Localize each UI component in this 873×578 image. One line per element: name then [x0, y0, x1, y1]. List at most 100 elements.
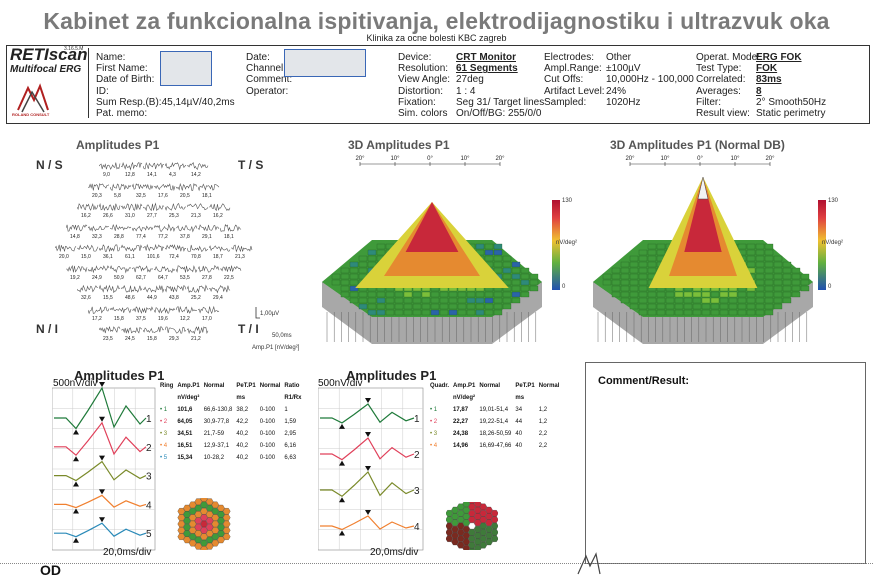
trace-number: 1: [414, 414, 420, 425]
degree-tick-label: 20°: [625, 156, 635, 162]
trace-cell: [209, 284, 231, 294]
trace-amplitude-label: 14,2: [191, 172, 201, 178]
table-cell: 34: [515, 407, 523, 413]
hex-segment: [200, 501, 208, 509]
hex-segment: [485, 538, 493, 546]
trace-amplitude-label: 18,1: [224, 233, 234, 240]
hex-segment: [194, 542, 203, 550]
table-subheader: nV/deg²: [453, 395, 476, 401]
quad-ylabel: 500nV/div: [318, 378, 363, 389]
hex-segment: [177, 520, 186, 528]
table-cell: 34,51: [177, 431, 193, 437]
trace-number: 2: [414, 450, 420, 461]
table-cell: 44: [515, 419, 523, 425]
trace-amplitude-label: 15,8: [114, 315, 124, 322]
correlated-value: 83ms: [756, 74, 782, 86]
table-cell: 21,7-59: [203, 431, 225, 437]
table-cell: 40,2: [236, 431, 249, 437]
table-cell: 1,59: [284, 419, 297, 425]
table-cell: 6,16: [284, 443, 297, 449]
degree-axis: 20° 10° 0° 10° 20°: [625, 156, 775, 166]
table-cell: 10-28,2: [203, 455, 225, 461]
trace-amplitude-label: 62,7: [136, 274, 146, 281]
hex-segment: [188, 501, 197, 509]
table-cell: 1: [284, 407, 288, 413]
trace-cell: [154, 182, 176, 191]
trace-number: 5: [146, 529, 152, 540]
table-cell: 19,01-51,4: [479, 407, 509, 413]
ring-trace: [320, 515, 415, 531]
brand-version: 3.16.5.M: [64, 46, 84, 52]
distortion-label: Distortion:: [398, 85, 444, 97]
view-angle-value: 27deg: [456, 74, 484, 86]
table-subheader: R1/Rx: [284, 395, 302, 401]
rings-table: Ring Amp.P1 Normal PeT.P1 Normal Ratio nV/deg²…: [158, 380, 303, 464]
trace-amplitude-label: 26,6: [103, 213, 113, 219]
hex-segment: [205, 517, 214, 525]
trace-amplitude-label: 27,7: [147, 213, 157, 219]
trace-amplitude-label: 24,5: [125, 336, 135, 342]
hex-segment: [211, 533, 220, 540]
trace-amplitude-label: 15,0: [81, 254, 91, 260]
device-label: Device:: [398, 52, 432, 63]
table-subheader: [477, 392, 513, 404]
trace-amplitude-label: 19,6: [158, 315, 168, 322]
rings-xlabel: 20,0ms/div: [103, 547, 152, 558]
result-view-label: Result view:: [696, 108, 750, 120]
cut-offs-label: Cut Offs:: [544, 74, 584, 86]
sampled-value: 1020Hz: [606, 96, 641, 108]
surface2-scale-max: 130: [828, 198, 839, 204]
hex-segment: [473, 519, 482, 527]
table-row: • 2 22,27 19,22-51,4 44 1,2: [428, 416, 561, 428]
trace-amplitude-label: 25,3: [169, 213, 179, 219]
patient-dob-label: Date of Birth:: [96, 74, 155, 86]
trace-amplitude-label: 31,0: [125, 213, 135, 219]
table-cell: 66,6-130,8: [203, 407, 233, 413]
trace-cell: [66, 223, 88, 232]
trace-amplitude-label: 36,1: [103, 254, 113, 260]
table-header: Normal: [203, 383, 225, 389]
trace-amplitude-label: 101,6: [147, 254, 160, 260]
table-cell: 38,2: [236, 407, 249, 413]
hex-segment: [451, 538, 459, 546]
degree-tick-label: 10°: [460, 156, 470, 162]
patient-firstname-label: First Name:: [96, 63, 148, 75]
hex-segment: [451, 506, 459, 514]
degree-tick-label: 20°: [495, 156, 505, 162]
hex-segment: [485, 519, 493, 527]
trace-number: 3: [146, 472, 152, 483]
table-header: Ratio: [284, 383, 300, 389]
trace-cell: [99, 244, 121, 252]
comment-box[interactable]: [585, 362, 866, 564]
trace-amplitude-label: 17,6: [158, 192, 168, 199]
hex-segment: [217, 536, 225, 544]
hex-segment: [473, 544, 482, 550]
trace-cell: [165, 326, 187, 334]
table-subheader: [537, 392, 562, 404]
corner-ni: N / I: [36, 322, 59, 336]
table-subheader: [428, 392, 451, 404]
surface-peak-top: [405, 202, 459, 252]
table-subheader: [202, 392, 235, 404]
trace-amplitude-label: 28,8: [114, 233, 124, 240]
table-cell: • 2: [160, 419, 168, 425]
trace-cell: [165, 202, 187, 211]
ring-trace: [54, 460, 147, 482]
table-subheader: ms: [515, 395, 525, 401]
roland-logo: [17, 83, 49, 113]
page-subtitle: Klinika za ocne bolesti KBC zagreb: [366, 33, 507, 43]
surface2-scale-min: 0: [828, 284, 832, 290]
table-header: Normal: [479, 383, 501, 389]
trace-cell: [176, 224, 198, 233]
trace-amplitude-label: 16,2: [213, 213, 223, 219]
trace-cell: [176, 182, 198, 191]
scale-time: 50,0ms: [272, 333, 292, 339]
hex-segment: [183, 536, 191, 544]
hex-segment: [479, 541, 488, 549]
hex-segment: [200, 533, 208, 540]
table-cell: 16,69-47,66: [479, 443, 512, 449]
trace-cell: [187, 284, 209, 294]
trace-amplitude-label: 4,3: [169, 172, 176, 178]
trace-cell: [110, 223, 132, 231]
trace-cell: [231, 244, 253, 253]
